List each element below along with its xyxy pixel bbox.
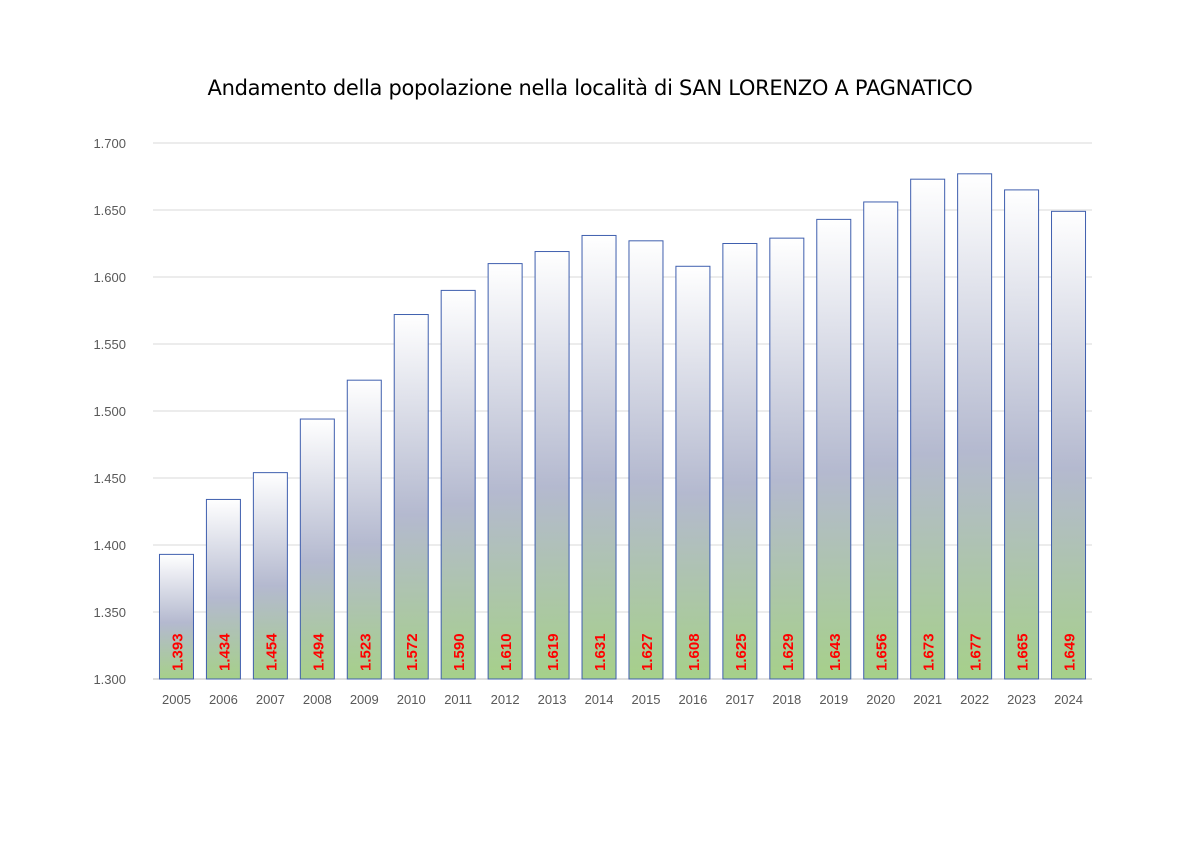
data-label: 1.494 bbox=[310, 633, 327, 671]
x-tick-label: 2021 bbox=[913, 692, 942, 707]
data-label: 1.608 bbox=[686, 633, 703, 671]
x-tick-label: 2013 bbox=[538, 692, 567, 707]
bar bbox=[628, 240, 664, 680]
bar bbox=[581, 234, 617, 680]
bar bbox=[1004, 189, 1040, 680]
y-tick-label: 1.500 bbox=[93, 404, 126, 419]
y-tick-label: 1.350 bbox=[93, 605, 126, 620]
data-label: 1.643 bbox=[827, 633, 844, 671]
x-tick-label: 2011 bbox=[444, 692, 472, 707]
bar bbox=[722, 243, 758, 680]
y-tick-label: 1.300 bbox=[93, 672, 126, 687]
x-tick-label: 2024 bbox=[1054, 692, 1083, 707]
x-tick-label: 2019 bbox=[819, 692, 848, 707]
data-label: 1.393 bbox=[169, 633, 186, 671]
y-tick-label: 1.400 bbox=[93, 538, 126, 553]
bar bbox=[534, 251, 570, 680]
data-label: 1.665 bbox=[1015, 633, 1032, 671]
chart-title: Andamento della popolazione nella locali… bbox=[207, 76, 973, 100]
x-tick-label: 2005 bbox=[162, 692, 191, 707]
x-tick-label: 2009 bbox=[350, 692, 379, 707]
data-label: 1.677 bbox=[968, 633, 985, 671]
data-label: 1.572 bbox=[404, 633, 421, 671]
y-tick-label: 1.550 bbox=[93, 337, 126, 352]
data-label: 1.434 bbox=[216, 633, 233, 671]
x-tick-label: 2006 bbox=[209, 692, 238, 707]
bar bbox=[957, 173, 993, 680]
bar bbox=[393, 314, 429, 680]
data-label: 1.523 bbox=[357, 633, 374, 671]
data-label: 1.619 bbox=[545, 633, 562, 671]
bar bbox=[675, 265, 711, 680]
y-tick-label: 1.600 bbox=[93, 270, 126, 285]
bar bbox=[205, 498, 241, 680]
data-label: 1.627 bbox=[639, 633, 656, 671]
bar bbox=[769, 237, 805, 680]
x-tick-label: 2018 bbox=[772, 692, 801, 707]
data-label: 1.649 bbox=[1062, 633, 1079, 671]
x-tick-label: 2016 bbox=[678, 692, 707, 707]
x-tick-label: 2023 bbox=[1007, 692, 1036, 707]
x-tick-label: 2015 bbox=[632, 692, 661, 707]
data-label: 1.610 bbox=[498, 633, 515, 671]
bar bbox=[440, 289, 476, 680]
data-label: 1.629 bbox=[780, 633, 797, 671]
bar bbox=[1051, 210, 1087, 680]
x-tick-label: 2017 bbox=[725, 692, 754, 707]
x-tick-label: 2007 bbox=[256, 692, 285, 707]
x-tick-label: 2014 bbox=[585, 692, 614, 707]
bar bbox=[487, 263, 523, 680]
x-tick-label: 2020 bbox=[866, 692, 895, 707]
y-tick-label: 1.650 bbox=[93, 203, 126, 218]
y-tick-label: 1.450 bbox=[93, 471, 126, 486]
bar bbox=[158, 553, 194, 680]
x-tick-label: 2022 bbox=[960, 692, 989, 707]
bar bbox=[346, 379, 382, 680]
x-tick-label: 2012 bbox=[491, 692, 520, 707]
y-tick-label: 1.700 bbox=[93, 136, 126, 151]
bar bbox=[863, 201, 899, 680]
bar bbox=[252, 472, 288, 680]
data-label: 1.656 bbox=[874, 633, 891, 671]
data-label: 1.454 bbox=[263, 633, 280, 671]
bar bbox=[816, 218, 852, 680]
data-label: 1.590 bbox=[451, 633, 468, 671]
data-label: 1.631 bbox=[592, 633, 609, 671]
x-tick-label: 2010 bbox=[397, 692, 426, 707]
bar bbox=[910, 178, 946, 680]
data-label: 1.673 bbox=[921, 633, 938, 671]
bar bbox=[299, 418, 335, 680]
x-tick-label: 2008 bbox=[303, 692, 332, 707]
data-label: 1.625 bbox=[733, 633, 750, 671]
